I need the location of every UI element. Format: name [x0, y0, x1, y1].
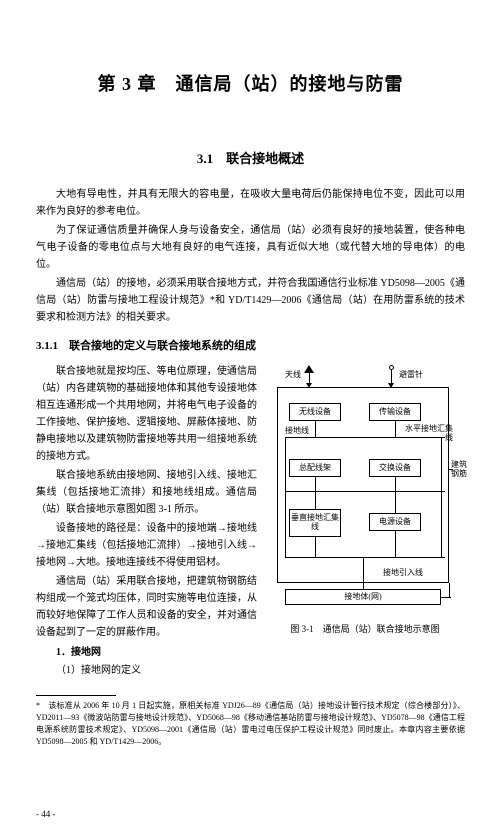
text-column: 联合接地就是按均压、等电位原理，使通信局（站）内各建筑物的基础接地体和其他专设接… [36, 363, 257, 679]
label-building-rebar: 建筑钢筋 [451, 461, 467, 479]
box-ground-net: 接地体(网) [285, 589, 441, 605]
paragraph: 联合接地系统由接地网、接地引入线、接地汇集线（包括接地汇流排）和接地线组成。通信… [36, 467, 257, 518]
paragraph: 大地有导电性，并具有无限大的容电量，在吸收大量电荷后仍能保持电位不变，因此可以用… [36, 186, 465, 220]
box-switch: 交换设备 [369, 459, 421, 477]
box-main-frame: 总配线架 [289, 459, 341, 477]
list-subitem: （1）接地网的定义 [36, 663, 257, 679]
subsection-title: 3.1.1 联合接地的定义与联合接地系统的组成 [36, 338, 465, 356]
paragraph: 通信局（站）的接地，必须采用联合接地方式，并符合我国通信行业标准 YD5098—… [36, 275, 465, 326]
box-power: 电源设备 [369, 513, 421, 531]
figure-column: 天线 避雷针 无线设备 传输设备 接地线 水平接地汇集线 总配线架 [265, 363, 465, 679]
paragraph: 为了保证通信质量并确保人身与设备安全，通信局（站）必须有良好的接地装置，使各种电… [36, 222, 465, 273]
paragraph: 通信局（站）采用联合接地，把建筑物钢筋结构组成一个笼式均压体，同时实施等电位连接… [36, 573, 257, 641]
box-vertical-bus: 垂直接地汇集线 [289, 509, 341, 537]
paragraph: 设备接地的路径是：设备中的接地端→接地线→接地汇集线（包括接地汇流排）→接地引入… [36, 520, 257, 571]
list-item-heading: 1．接地网 [36, 645, 257, 661]
footnote: * 该标准从 2006 年 10 月 1 日起实施，原相关标准 YDJ26—89… [36, 700, 465, 748]
footnote-separator [36, 695, 116, 696]
label-lead-in: 接地引入线 [383, 567, 423, 580]
two-column-layout: 联合接地就是按均压、等电位原理，使通信局（站）内各建筑物的基础接地体和其他专设接… [36, 363, 465, 679]
figure-diagram: 天线 避雷针 无线设备 传输设备 接地线 水平接地汇集线 总配线架 [265, 363, 465, 618]
box-transmission: 传输设备 [369, 403, 421, 421]
label-grounding-line: 接地线 [285, 425, 309, 438]
figure-caption: 图 3-1 通信局（站）联合接地示意图 [265, 622, 465, 636]
label-arrester: 避雷针 [399, 369, 423, 382]
paragraph: 联合接地就是按均压、等电位原理，使通信局（站）内各建筑物的基础接地体和其他专设接… [36, 363, 257, 465]
page-number: - 44 - [36, 807, 56, 821]
label-horizontal-bus: 水平接地汇集线 [403, 425, 453, 443]
label-antenna: 天线 [285, 369, 301, 382]
box-wireless: 无线设备 [289, 403, 341, 421]
chapter-title: 第 3 章 通信局（站）的接地与防雷 [36, 70, 465, 99]
section-title: 3.1 联合接地概述 [36, 149, 465, 170]
